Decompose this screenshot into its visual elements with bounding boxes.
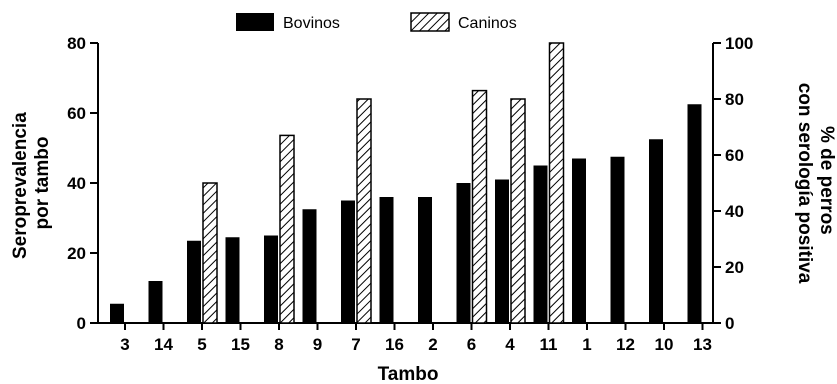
bar-bovinos-9: [303, 209, 317, 323]
left-axis-title: Seroprevalencia por tambo: [10, 107, 53, 259]
right-axis-title: % de perros con serología positiva: [794, 83, 837, 284]
bar-caninos-4: [511, 99, 525, 323]
x-tick-label-13: 13: [693, 335, 712, 354]
legend-label-caninos: Caninos: [458, 15, 517, 32]
x-tick-label-15: 15: [231, 335, 250, 354]
bar-bovinos-4: [495, 180, 509, 324]
bar-bovinos-1: [572, 159, 586, 324]
right-tick-label: 60: [725, 146, 744, 165]
x-tick-label-3: 3: [120, 335, 129, 354]
x-tick-label-8: 8: [274, 335, 283, 354]
bar-bovinos-15: [226, 237, 240, 323]
x-tick-label-12: 12: [616, 335, 635, 354]
bar-bovinos-16: [380, 197, 394, 323]
bars: [110, 43, 702, 323]
x-tick-label-2: 2: [428, 335, 437, 354]
bar-caninos-8: [280, 135, 294, 323]
x-tick-label-5: 5: [197, 335, 206, 354]
x-axis-title: Tambo: [378, 364, 439, 384]
left-axis-title-line-2: por tambo: [32, 137, 53, 230]
bar-bovinos-8: [264, 236, 278, 324]
left-axis-title-line-1: Seroprevalencia: [10, 112, 31, 259]
bar-caninos-5: [203, 183, 217, 323]
bar-bovinos-14: [149, 281, 163, 323]
right-tick-label: 0: [725, 314, 734, 333]
bar-caninos-11: [550, 43, 564, 323]
left-tick-label: 40: [67, 174, 86, 193]
bar-caninos-6: [473, 91, 487, 323]
left-tick-label: 20: [67, 244, 86, 263]
x-tick-label-10: 10: [655, 335, 674, 354]
legend-swatch-bovinos: [236, 13, 274, 31]
bar-bovinos-13: [688, 104, 702, 323]
x-tick-label-7: 7: [351, 335, 360, 354]
bar-caninos-7: [357, 99, 371, 323]
legend: Bovinos Caninos: [236, 13, 517, 32]
legend-label-bovinos: Bovinos: [283, 15, 340, 32]
x-tick-label-16: 16: [385, 335, 404, 354]
bar-bovinos-12: [611, 157, 625, 323]
bar-bovinos-11: [534, 166, 548, 324]
right-tick-label: 40: [725, 202, 744, 221]
right-axis-ticks: 0 20 40 60 80 100: [713, 34, 753, 333]
legend-swatch-caninos: [411, 13, 449, 31]
right-tick-label: 80: [725, 90, 744, 109]
x-tick-label-11: 11: [540, 335, 558, 354]
right-axis-title-line-1: % de perros: [816, 126, 837, 235]
bar-bovinos-10: [649, 139, 663, 323]
right-tick-label: 100: [725, 34, 753, 53]
bar-bovinos-6: [457, 183, 471, 323]
x-tick-label-9: 9: [313, 335, 322, 354]
right-axis-title-line-2: con serología positiva: [794, 83, 815, 284]
left-tick-label: 60: [67, 104, 86, 123]
x-tick-label-1: 1: [582, 335, 591, 354]
x-axis-ticks: 3 14 5 15 8 9 7 16 2 6 4 11 1 12 10 13: [120, 323, 712, 354]
x-tick-label-4: 4: [505, 335, 515, 354]
x-tick-label-14: 14: [154, 335, 173, 354]
left-tick-label: 80: [67, 34, 86, 53]
bar-bovinos-2: [418, 197, 432, 323]
left-axis-ticks: 0 20 40 60 80: [67, 34, 98, 333]
x-tick-label-6: 6: [467, 335, 476, 354]
bar-bovinos-7: [341, 201, 355, 324]
bar-bovinos-5: [187, 241, 201, 323]
left-tick-label: 0: [77, 314, 86, 333]
bar-bovinos-3: [110, 304, 124, 323]
right-tick-label: 20: [725, 258, 744, 277]
